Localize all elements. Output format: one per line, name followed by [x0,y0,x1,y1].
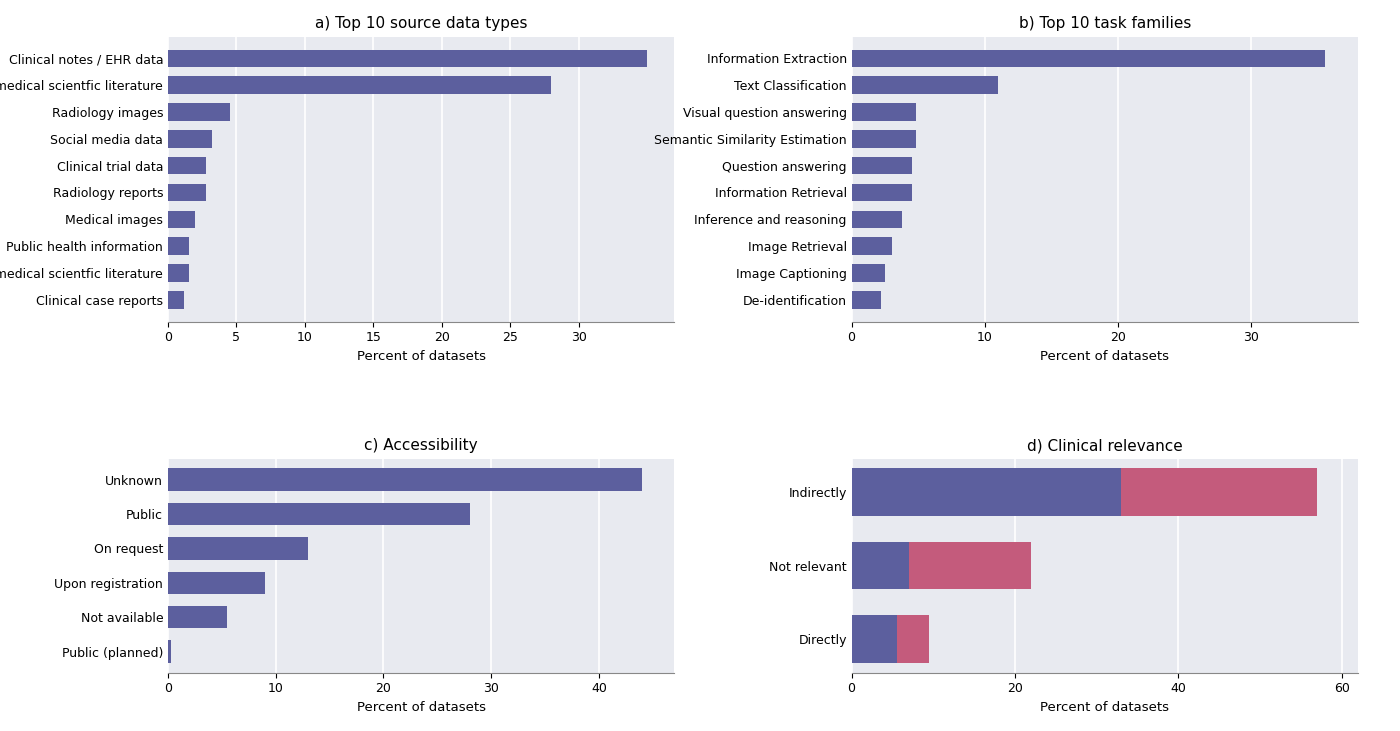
Bar [851,542,909,589]
Bar [851,615,896,663]
Bar [851,211,902,228]
Bar [851,238,892,255]
Bar [909,542,1032,589]
Bar [168,76,552,94]
Bar [168,265,189,281]
Bar [851,76,998,94]
X-axis label: Percent of datasets: Percent of datasets [357,350,486,363]
Bar [168,50,647,67]
Bar [896,615,930,663]
Bar [851,291,881,308]
Bar [168,572,265,594]
Bar [168,537,308,560]
Bar [851,265,885,281]
X-axis label: Percent of datasets: Percent of datasets [357,701,486,713]
X-axis label: Percent of datasets: Percent of datasets [1040,701,1169,713]
Bar [1121,469,1317,516]
Title: a) Top 10 source data types: a) Top 10 source data types [315,16,528,31]
Title: c) Accessibility: c) Accessibility [364,439,477,453]
Bar [168,606,227,629]
Bar [168,211,196,228]
Bar [168,238,189,255]
Bar [851,157,911,175]
Bar [168,157,206,175]
Bar [851,469,1121,516]
Bar [851,50,1324,67]
Bar [851,130,916,148]
Title: b) Top 10 task families: b) Top 10 task families [1019,16,1191,31]
X-axis label: Percent of datasets: Percent of datasets [1040,350,1169,363]
Bar [851,183,911,201]
Bar [168,103,230,121]
Bar [168,469,643,491]
Bar [168,503,469,525]
Title: d) Clinical relevance: d) Clinical relevance [1028,439,1183,453]
Bar [168,130,211,148]
Bar [851,103,916,121]
Bar [168,183,206,201]
Bar [168,640,171,663]
Bar [168,291,185,308]
